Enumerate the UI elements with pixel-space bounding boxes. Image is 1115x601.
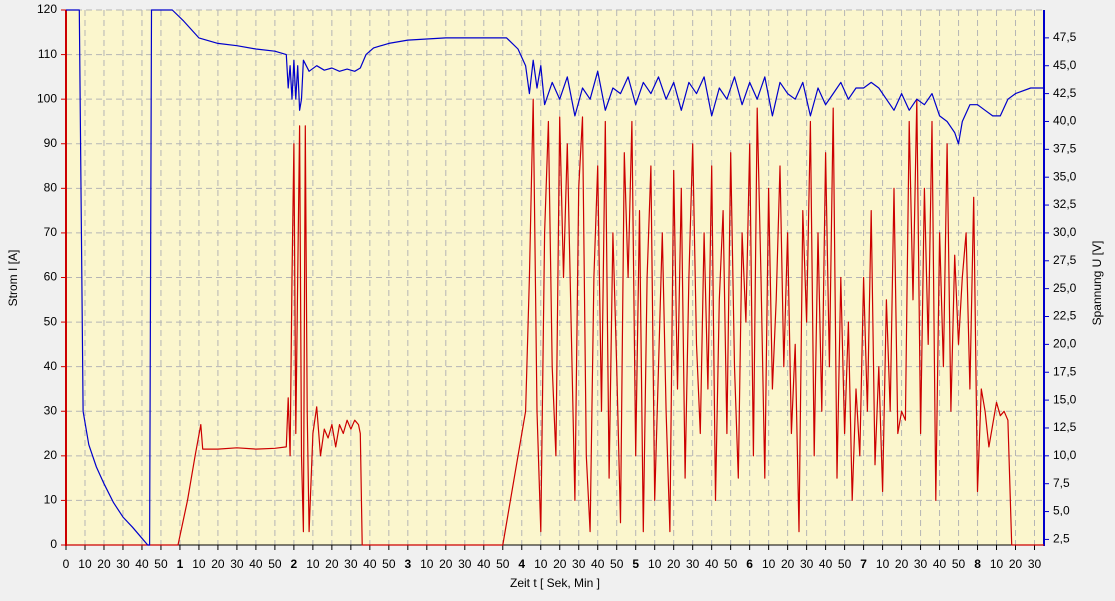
- y-tick-label: 40: [44, 359, 58, 373]
- x-tick-label: 30: [572, 557, 586, 571]
- y-tick-label: 120: [37, 2, 57, 16]
- x-tick-label: 40: [249, 557, 263, 571]
- x-tick-label: 5: [632, 557, 639, 571]
- y-tick-label: 80: [44, 181, 58, 195]
- x-tick-label: 50: [610, 557, 624, 571]
- x-tick-label: 10: [192, 557, 206, 571]
- x-tick-label: 10: [990, 557, 1004, 571]
- x-tick-label: 40: [363, 557, 377, 571]
- y2-tick-label: 2,5: [1053, 532, 1070, 546]
- y2-tick-label: 40,0: [1053, 114, 1077, 128]
- x-tick-label: 20: [325, 557, 339, 571]
- y2-tick-label: 15,0: [1053, 392, 1077, 406]
- data-line: [66, 9, 1044, 546]
- x-tick-label: 20: [895, 557, 909, 571]
- x-tick-label: 20: [439, 557, 453, 571]
- y2-tick-label: 30,0: [1053, 225, 1077, 239]
- y2-tick-label: 42,5: [1053, 86, 1077, 100]
- y2-tick-label: 5,0: [1053, 504, 1070, 518]
- x-tick-label: 20: [97, 557, 111, 571]
- y-tick-label: 90: [44, 136, 58, 150]
- x-tick-label: 40: [591, 557, 605, 571]
- y2-tick-label: 10,0: [1053, 448, 1077, 462]
- x-tick-label: 10: [762, 557, 776, 571]
- y2-tick-label: 20,0: [1053, 337, 1077, 351]
- x-tick-label: 40: [477, 557, 491, 571]
- y2-tick-label: 45,0: [1053, 58, 1077, 72]
- y-tick-label: 70: [44, 225, 58, 239]
- x-tick-label: 10: [78, 557, 92, 571]
- x-tick-label: 4: [518, 557, 525, 571]
- x-tick-label: 50: [382, 557, 396, 571]
- y-tick-label: 10: [44, 493, 58, 507]
- x-tick-label: 10: [876, 557, 890, 571]
- y-tick-label: 60: [44, 270, 58, 284]
- y2-tick-label: 47,5: [1053, 30, 1077, 44]
- x-tick-label: 30: [1028, 557, 1042, 571]
- data-line: [66, 98, 1044, 546]
- x-tick-label: 20: [781, 557, 795, 571]
- y2-tick-label: 17,5: [1053, 364, 1077, 378]
- x-tick-label: 50: [952, 557, 966, 571]
- x-tick-label: 30: [686, 557, 700, 571]
- y-tick-label: 0: [50, 537, 57, 551]
- x-tick-label: 10: [420, 557, 434, 571]
- x-tick-label: 50: [496, 557, 510, 571]
- x-tick-label: 30: [914, 557, 928, 571]
- x-tick-label: 50: [268, 557, 282, 571]
- x-tick-label: 6: [746, 557, 753, 571]
- x-tick-label: 40: [705, 557, 719, 571]
- x-tick-label: 20: [211, 557, 225, 571]
- x-tick-label: 20: [553, 557, 567, 571]
- x-tick-label: 10: [306, 557, 320, 571]
- y-tick-label: 50: [44, 314, 58, 328]
- x-tick-label: 2: [291, 557, 298, 571]
- y2-tick-label: 32,5: [1053, 197, 1077, 211]
- y2-tick-label: 35,0: [1053, 169, 1077, 183]
- x-tick-label: 10: [648, 557, 662, 571]
- y-tick-label: 100: [37, 91, 57, 105]
- x-axis-label: Zeit t [ Sek, Min ]: [510, 576, 600, 590]
- x-tick-label: 30: [116, 557, 130, 571]
- x-tick-label: 1: [177, 557, 184, 571]
- y2-tick-label: 27,5: [1053, 253, 1077, 267]
- x-tick-label: 20: [667, 557, 681, 571]
- x-tick-label: 40: [933, 557, 947, 571]
- y-tick-label: 30: [44, 403, 58, 417]
- y2-tick-label: 7,5: [1053, 476, 1070, 490]
- y2-tick-label: 12,5: [1053, 420, 1077, 434]
- x-tick-label: 30: [230, 557, 244, 571]
- y2-tick-label: 37,5: [1053, 141, 1077, 155]
- y-tick-label: 110: [38, 47, 57, 61]
- y2-axis-label: Spannung U [V]: [1090, 241, 1104, 326]
- x-tick-label: 8: [974, 557, 981, 571]
- x-tick-label: 7: [860, 557, 867, 571]
- x-tick-label: 30: [458, 557, 472, 571]
- y-tick-label: 20: [44, 448, 58, 462]
- x-tick-label: 0: [63, 557, 70, 571]
- x-tick-label: 3: [404, 557, 411, 571]
- x-tick-label: 20: [1009, 557, 1023, 571]
- x-tick-label: 40: [135, 557, 149, 571]
- y-axis-label: Strom I [A]: [6, 250, 20, 307]
- x-tick-label: 50: [724, 557, 738, 571]
- x-tick-label: 50: [838, 557, 852, 571]
- y2-tick-label: 22,5: [1053, 309, 1077, 323]
- x-tick-label: 50: [154, 557, 168, 571]
- x-tick-label: 30: [800, 557, 814, 571]
- x-tick-label: 10: [534, 557, 548, 571]
- x-tick-label: 40: [819, 557, 833, 571]
- x-tick-label: 30: [344, 557, 358, 571]
- y2-tick-label: 25,0: [1053, 281, 1077, 295]
